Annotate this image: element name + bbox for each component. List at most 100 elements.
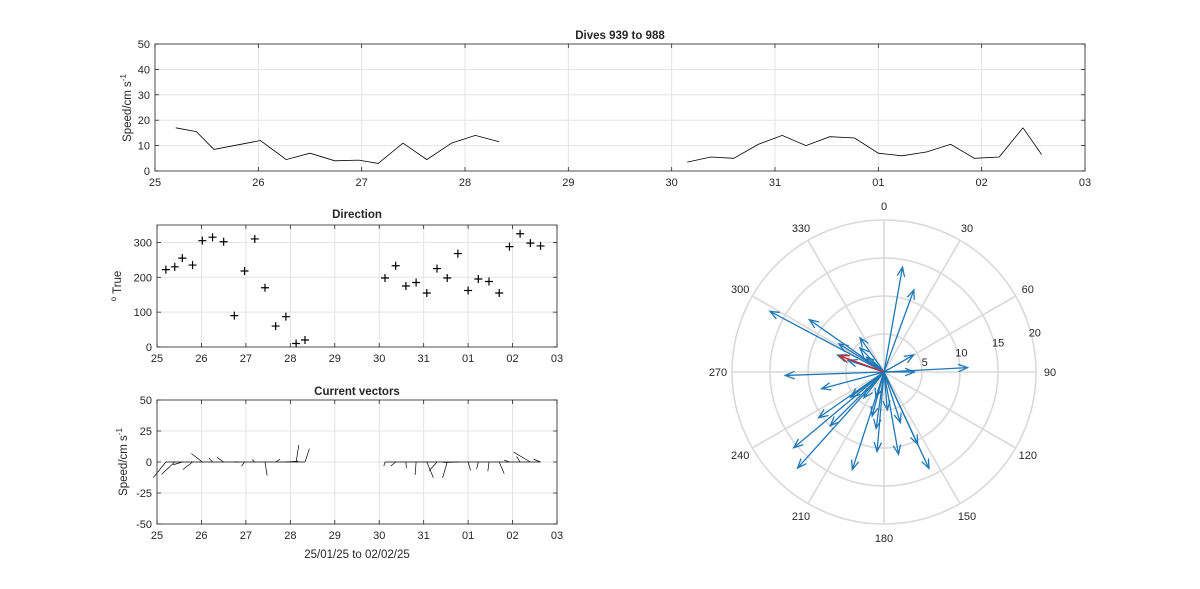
direction-y-axis-label-text: True xyxy=(112,271,124,294)
compass-angle-label: 90 xyxy=(1044,367,1056,379)
current-vector-stick xyxy=(513,451,531,463)
compass-vector-head xyxy=(862,387,873,400)
compass-spoke xyxy=(883,371,1017,449)
compass-vector xyxy=(871,371,885,417)
compass-angle-label: 270 xyxy=(709,367,727,379)
direction-marker xyxy=(230,311,239,320)
direction-marker xyxy=(391,261,400,270)
vectors-x-tick-label: 01 xyxy=(462,530,474,542)
compass-vector xyxy=(875,371,885,429)
speed-x-tick-label: 31 xyxy=(769,177,781,189)
current-vector-stick xyxy=(383,461,386,467)
compass-vector xyxy=(769,310,885,373)
compass-vector-head xyxy=(896,265,906,278)
compass-mean-vector-head xyxy=(838,354,850,364)
compass-spoke xyxy=(883,371,961,505)
compass-vector-head xyxy=(882,400,891,412)
direction-y-tick-label: 0 xyxy=(146,342,152,354)
compass-vector-head xyxy=(817,409,829,419)
direction-marker xyxy=(526,239,535,248)
direction-marker xyxy=(250,234,259,243)
vectors-y-axis-label-sup: -1 xyxy=(115,428,124,436)
speed-x-tick-label: 03 xyxy=(1079,177,1091,189)
current-vector-stick xyxy=(428,461,438,472)
vectors-y-tick-label: 25 xyxy=(140,426,152,438)
compass-spoke xyxy=(807,371,885,505)
current-vector-stick xyxy=(533,458,541,463)
compass-vector xyxy=(883,371,902,423)
speed-series-line xyxy=(687,127,1024,163)
direction-marker xyxy=(161,265,170,274)
speed-timeseries-panel: Dives 939 to 988 25 26 27 28 29 30 31 01 02 03010… xyxy=(119,30,1091,189)
direction-chart-frame xyxy=(156,224,558,348)
compass-vector xyxy=(793,371,885,449)
direction-x-tick-label: 26 xyxy=(195,353,207,365)
compass-angle-label: 150 xyxy=(958,511,976,523)
direction-marker xyxy=(412,278,421,287)
direction-marker xyxy=(281,312,290,321)
speed-x-tick-label: 02 xyxy=(976,177,988,189)
compass-vector-head xyxy=(829,416,840,427)
direction-marker xyxy=(401,282,410,290)
current-vector-stick xyxy=(414,461,417,475)
speed-x-tick-label: 26 xyxy=(252,177,264,189)
compass-angle-label: 300 xyxy=(731,284,749,296)
compass-vector-head xyxy=(835,354,848,363)
direction-y-axis-label-prefix: o xyxy=(109,296,118,301)
direction-marker xyxy=(505,242,514,251)
direction-chart-ticks: 25 26 27 28 29 30 31 01 02 03 0 100 200 300 xyxy=(134,225,563,365)
speed-y-tick-label: 10 xyxy=(138,141,150,153)
compass-vector-head xyxy=(783,370,795,380)
speed-series-line xyxy=(175,127,500,164)
current-vector-sticks xyxy=(152,444,541,479)
direction-marker xyxy=(443,273,452,282)
compass-radius-label: 5 xyxy=(922,357,928,369)
direction-marker xyxy=(188,261,197,270)
direction-markers xyxy=(161,229,545,348)
vectors-x-tick-label: 25 xyxy=(151,530,163,542)
compass-vector-head xyxy=(850,459,860,472)
vectors-x-axis-label: 25/01/25 to 02/02/25 xyxy=(304,549,410,561)
current-vector-stick xyxy=(173,461,183,466)
direction-y-tick-label: 300 xyxy=(134,237,152,249)
compass-vectors xyxy=(768,265,970,472)
vectors-y-tick-label: -50 xyxy=(136,519,152,531)
direction-x-tick-label: 31 xyxy=(418,353,430,365)
compass-vector xyxy=(829,371,885,427)
compass-angle-label: 240 xyxy=(731,450,749,462)
compass-angle-label: 30 xyxy=(961,223,973,235)
compass-vector-head xyxy=(906,288,915,300)
compass-vector-head xyxy=(870,406,879,418)
direction-marker xyxy=(516,229,525,238)
compass-vector xyxy=(883,371,900,455)
speed-x-tick-label: 28 xyxy=(459,177,471,189)
compass-vector-head xyxy=(859,336,869,348)
direction-marker xyxy=(464,286,473,295)
direction-marker xyxy=(433,264,441,273)
compass-vector-head xyxy=(858,346,870,358)
compass-vector-head xyxy=(849,388,861,399)
current-vector-stick xyxy=(504,459,510,463)
compass-spoke xyxy=(883,239,961,373)
direction-marker xyxy=(536,241,545,250)
compass-vector-head xyxy=(819,382,832,391)
direction-marker xyxy=(495,288,504,297)
speed-y-tick-label: 50 xyxy=(138,39,150,51)
compass-radius-label: 10 xyxy=(955,347,967,359)
speed-chart-grid xyxy=(154,43,1086,172)
direction-y-axis-label: o True xyxy=(109,271,124,302)
speed-x-tick-label: 25 xyxy=(149,177,161,189)
speed-x-tick-label: 29 xyxy=(562,177,574,189)
speed-y-axis-label: Speed/cm s-1 xyxy=(119,74,134,142)
current-vector-stick xyxy=(182,461,193,470)
speed-y-tick-label: 30 xyxy=(138,90,150,102)
direction-y-tick-label: 100 xyxy=(134,307,152,319)
compass-vector-head xyxy=(904,367,917,377)
direction-marker xyxy=(170,262,179,271)
compass-vector xyxy=(883,267,904,373)
direction-marker xyxy=(453,249,462,258)
current-vector-stick xyxy=(275,458,281,463)
speed-x-tick-label: 30 xyxy=(666,177,678,189)
compass-vector xyxy=(883,371,919,445)
